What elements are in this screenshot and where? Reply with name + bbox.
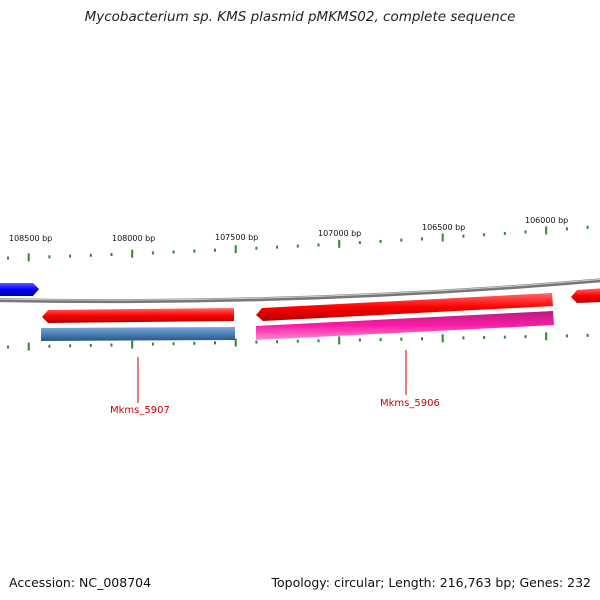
plasmid-backbone bbox=[0, 278, 600, 304]
forward-gene-arrow[interactable] bbox=[42, 308, 234, 323]
forward-gene-arrow[interactable] bbox=[256, 293, 553, 321]
summary-text: Topology: circular; Length: 216,763 bp; … bbox=[271, 575, 592, 590]
plasmid-backbone-highlight bbox=[0, 278, 600, 301]
gene-label-mkms-5906[interactable]: Mkms_5906 bbox=[380, 398, 440, 409]
tick-label: 107000 bp bbox=[318, 229, 361, 238]
tick-label: 106000 bp bbox=[525, 216, 568, 225]
tick-label: 108000 bp bbox=[112, 234, 155, 243]
neighbor-gene-arrow[interactable] bbox=[0, 283, 39, 296]
top-tick-marks bbox=[7, 225, 589, 262]
tick-label: 108500 bp bbox=[9, 234, 52, 243]
map-title: Mycobacterium sp. KMS plasmid pMKMS02, c… bbox=[84, 9, 516, 25]
forward-gene-arrow[interactable] bbox=[571, 288, 600, 303]
accession-text: Accession: NC_008704 bbox=[9, 575, 152, 590]
gene-label-mkms-5907[interactable]: Mkms_5907 bbox=[110, 405, 170, 416]
gene-mkms-5907-arrow[interactable] bbox=[41, 327, 235, 341]
tick-label: 107500 bp bbox=[215, 233, 258, 242]
bottom-tick-marks bbox=[7, 332, 589, 351]
gene-mkms-5906-arrow[interactable] bbox=[256, 311, 554, 340]
tick-label: 106500 bp bbox=[422, 223, 465, 232]
